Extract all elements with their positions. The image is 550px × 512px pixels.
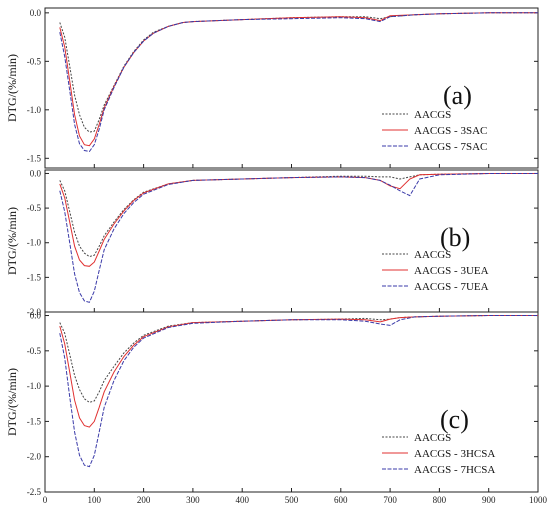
series-line-1 <box>59 173 538 267</box>
x-tick-label: 600 <box>334 495 348 505</box>
legend-label: AACGS - 7SAC <box>414 141 487 153</box>
x-tick-label: 200 <box>137 495 151 505</box>
y-tick-label: -2.0 <box>27 452 42 462</box>
y-axis-label: DTG/(%/min) <box>5 207 19 275</box>
x-tick-label: 1000 <box>529 495 548 505</box>
x-tick-label: 900 <box>482 495 496 505</box>
panel-0: 0.0 -0.5 -1.0 -1.5 DTG/(%/min) (a)AACGS AACGS … <box>5 7 539 169</box>
y-tick-label: -1.0 <box>27 238 42 248</box>
panel-label: (c) <box>440 405 469 434</box>
x-tick-label: 300 <box>186 495 200 505</box>
y-tick-label: -1.5 <box>27 416 42 426</box>
y-tick-label: -2.5 <box>27 487 42 497</box>
legend-label: AACGS <box>414 109 451 121</box>
x-tick-label: 500 <box>285 495 299 505</box>
series-line-0 <box>59 12 538 133</box>
y-tick-label: -0.5 <box>27 203 42 213</box>
y-tick-label: -1.5 <box>27 272 42 282</box>
y-axis-label: DTG/(%/min) <box>5 368 19 436</box>
series-line-1 <box>59 12 538 147</box>
legend-label: AACGS - 7UEA <box>414 281 489 293</box>
panel-1: 0.0 -0.5 -1.0 -1.5 -2.0 DTG/(%/min) (b)AACGS AA… <box>5 168 539 317</box>
y-tick-label: -1.0 <box>27 381 42 391</box>
series-line-0 <box>59 315 538 403</box>
y-tick-label: 0.0 <box>30 168 42 178</box>
y-tick-label: 0.0 <box>30 311 42 321</box>
panel-label: (a) <box>443 81 472 110</box>
legend-label: AACGS - 3UEA <box>414 265 489 277</box>
legend-label: AACGS - 3SAC <box>414 125 487 137</box>
x-tick-label: 0 <box>43 495 48 505</box>
panel-label: (b) <box>440 223 470 252</box>
y-tick-label: -1.5 <box>27 153 42 163</box>
legend-label: AACGS - 7HCSA <box>414 464 495 476</box>
y-tick-label: -1.0 <box>27 105 42 115</box>
series-line-2 <box>59 12 538 153</box>
x-tick-label: 400 <box>235 495 249 505</box>
y-axis-label: DTG/(%/min) <box>5 54 19 122</box>
legend-label: AACGS <box>414 249 451 261</box>
series-line-1 <box>59 315 538 428</box>
y-tick-label: 0.0 <box>30 8 42 18</box>
x-tick-label: 100 <box>88 495 102 505</box>
y-tick-label: -2.0 <box>27 307 42 317</box>
series-line-2 <box>59 315 538 468</box>
y-tick-label: -0.5 <box>27 346 42 356</box>
y-tick-label: -0.5 <box>27 56 42 66</box>
legend-label: AACGS <box>414 432 451 444</box>
x-tick-label: 700 <box>383 495 397 505</box>
legend-label: AACGS - 3HCSA <box>414 448 495 460</box>
series-line-2 <box>59 173 538 303</box>
panel-2: 0.0 -0.5 -1.0 -1.5 -2.0 -2.50 100 200 300 400 500 6… <box>5 311 548 505</box>
x-tick-label: 800 <box>433 495 447 505</box>
